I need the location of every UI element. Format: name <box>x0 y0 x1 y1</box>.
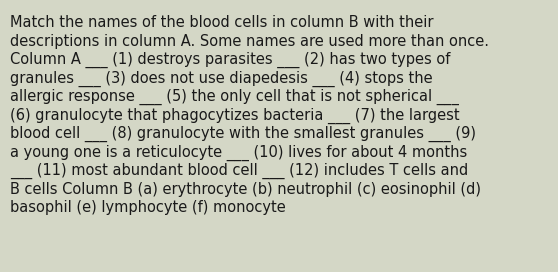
Text: blood cell ___ (8) granulocyte with the smallest granules ___ (9): blood cell ___ (8) granulocyte with the … <box>10 126 476 143</box>
Text: granules ___ (3) does not use diapedesis ___ (4) stops the: granules ___ (3) does not use diapedesis… <box>10 71 432 87</box>
Text: B cells Column B (a) erythrocyte (b) neutrophil (c) eosinophil (d): B cells Column B (a) erythrocyte (b) neu… <box>10 182 481 197</box>
Text: allergic response ___ (5) the only cell that is not spherical ___: allergic response ___ (5) the only cell … <box>10 89 459 106</box>
Text: Column A ___ (1) destroys parasites ___ (2) has two types of: Column A ___ (1) destroys parasites ___ … <box>10 52 450 69</box>
Text: (6) granulocyte that phagocytizes bacteria ___ (7) the largest: (6) granulocyte that phagocytizes bacter… <box>10 108 460 124</box>
Text: Match the names of the blood cells in column B with their: Match the names of the blood cells in co… <box>10 15 434 30</box>
Text: descriptions in column A. Some names are used more than once.: descriptions in column A. Some names are… <box>10 34 489 49</box>
Text: ___ (11) most abundant blood cell ___ (12) includes T cells and: ___ (11) most abundant blood cell ___ (1… <box>10 163 468 180</box>
Text: a young one is a reticulocyte ___ (10) lives for about 4 months: a young one is a reticulocyte ___ (10) l… <box>10 145 467 161</box>
Text: basophil (e) lymphocyte (f) monocyte: basophil (e) lymphocyte (f) monocyte <box>10 200 286 215</box>
